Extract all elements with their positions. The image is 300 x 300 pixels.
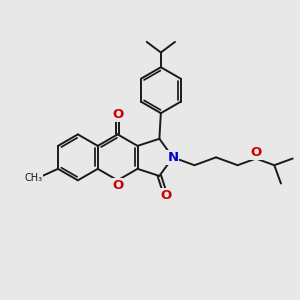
Text: O: O <box>112 108 123 121</box>
Text: O: O <box>250 146 262 159</box>
Text: N: N <box>167 151 178 164</box>
Text: O: O <box>160 189 171 202</box>
Text: O: O <box>112 179 123 192</box>
Text: CH₃: CH₃ <box>25 173 43 183</box>
